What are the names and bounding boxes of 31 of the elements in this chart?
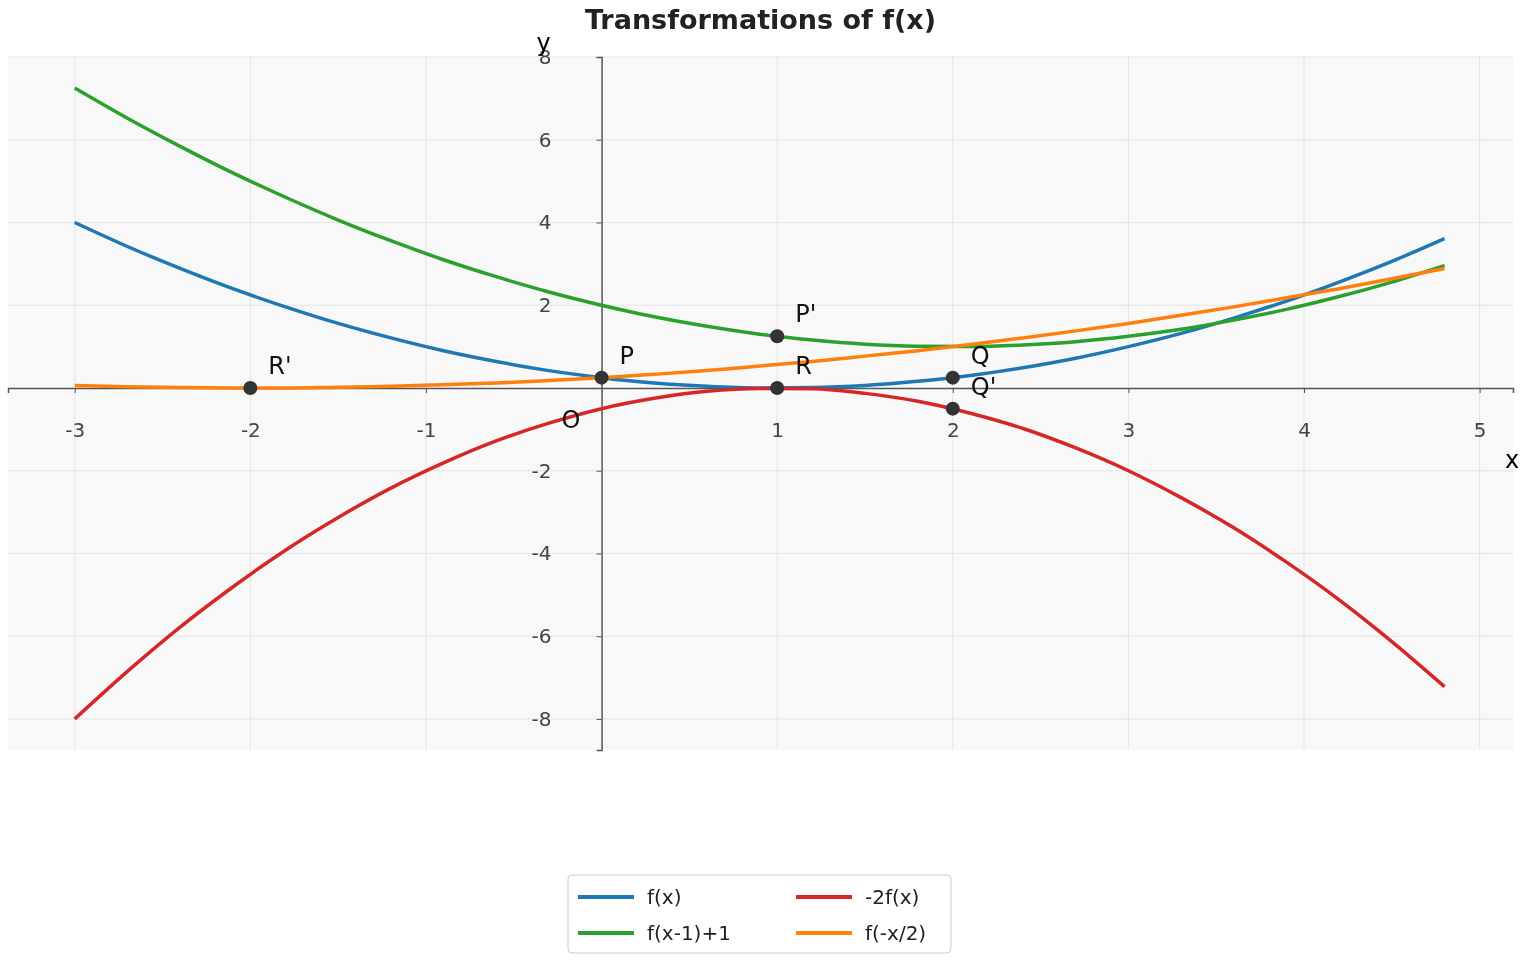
y-tick-label: 6 <box>538 127 552 152</box>
annotation: P <box>619 341 635 370</box>
legend-label: f(x-1)+1 <box>647 921 731 945</box>
x-tick-label: -1 <box>416 418 437 443</box>
y-tick-label: -6 <box>531 624 552 649</box>
legend-label: f(x) <box>647 885 682 909</box>
legend-label: f(-x/2) <box>865 921 927 945</box>
chart-title: Transformations of f(x) <box>584 4 937 35</box>
y-tick-label: 2 <box>538 293 552 318</box>
y-tick-label: -2 <box>531 458 552 483</box>
x-tick-label: -3 <box>65 418 86 443</box>
point <box>945 370 960 385</box>
x-tick-label: 4 <box>1298 418 1311 443</box>
x-tick-label: 1 <box>771 418 785 443</box>
point <box>770 380 785 395</box>
x-tick-label: 3 <box>1122 418 1136 443</box>
y-tick-label: -4 <box>531 541 552 566</box>
y-tick-label: 4 <box>538 210 552 235</box>
y-tick-label: -8 <box>531 706 552 731</box>
x-axis-title: x <box>1505 445 1520 474</box>
point <box>594 370 609 385</box>
annotation: P' <box>795 300 817 329</box>
legend-label: -2f(x) <box>865 885 920 909</box>
x-tick-label: -2 <box>240 418 261 443</box>
point <box>945 401 960 416</box>
point <box>243 380 258 395</box>
x-tick-label: 5 <box>1473 418 1487 443</box>
annotation: Q <box>970 341 990 370</box>
annotation: R' <box>268 351 292 380</box>
x-tick-label: 2 <box>946 418 960 443</box>
point <box>770 329 785 344</box>
